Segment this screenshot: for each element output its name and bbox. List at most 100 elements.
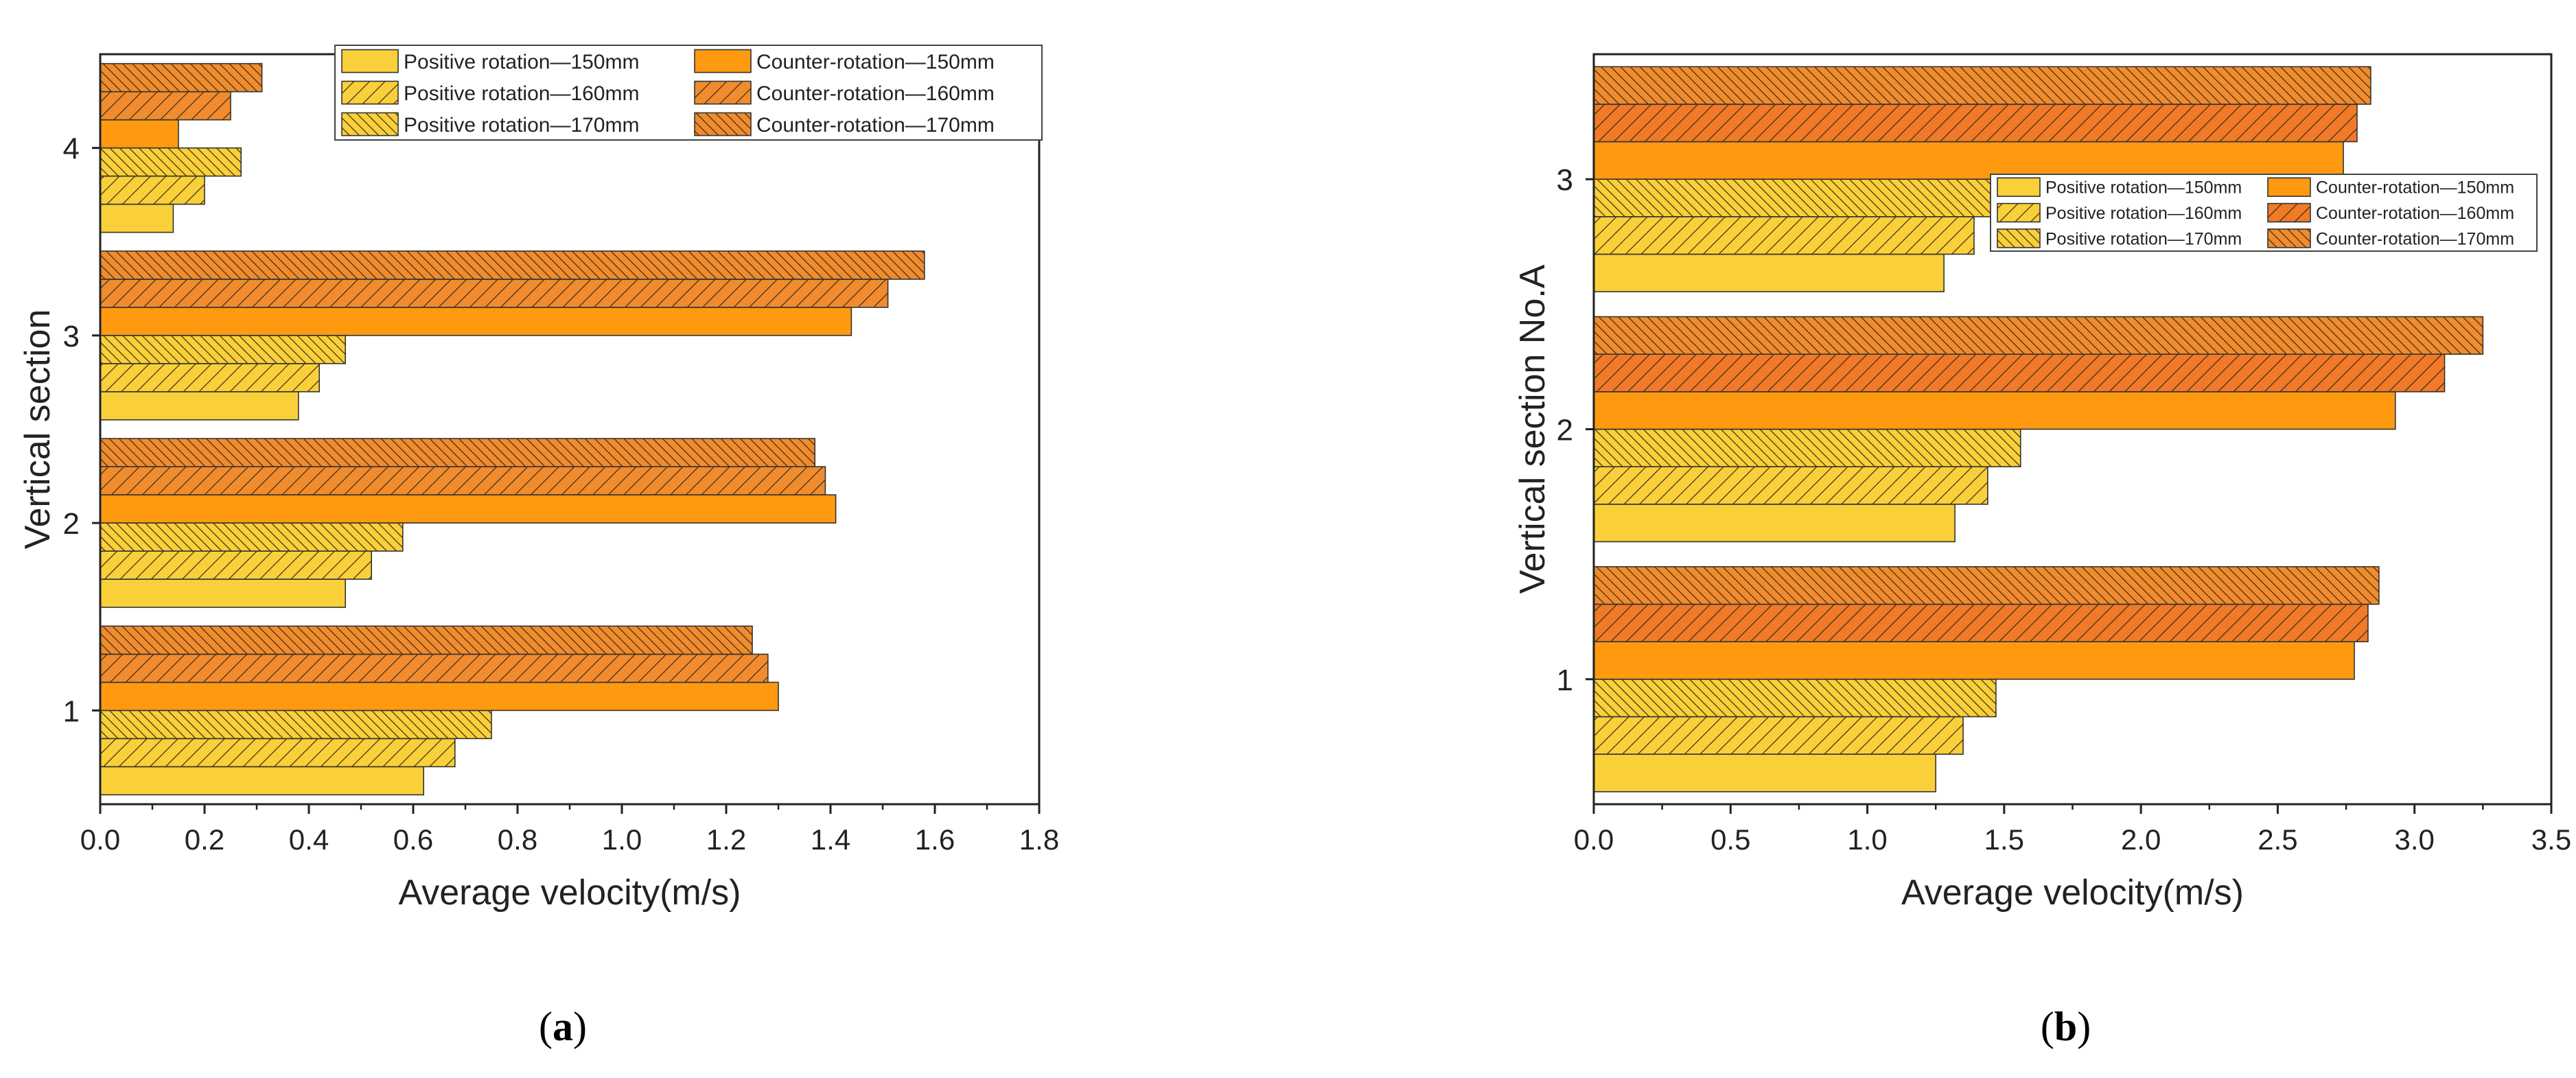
- bar-b-s2-cat1-hatch: [1594, 716, 1964, 755]
- legend-label-b-1: Positive rotation—150mm: [2045, 178, 2242, 198]
- bar-b-s6-cat2-hatch: [1594, 316, 2483, 355]
- legend-swatch-b-1-outline: [1997, 177, 2041, 197]
- bar-b-s5-cat3: [1593, 104, 2358, 143]
- chart-panel-b: 0.0 0.5 1.0 1.5 2.0 2.5 3.0 3.5 1 2 3 Average vel…: [1513, 53, 2571, 1049]
- legend-swatch-b-1: [1997, 177, 2041, 197]
- y-tick-label-a-4: 4: [63, 132, 80, 166]
- legend-item-a-1: Positive rotation—150mm: [341, 49, 639, 73]
- bar-a-s4-cat1: [100, 681, 779, 712]
- x-axis-label-a: Average velocity(m/s): [399, 873, 741, 913]
- bar-a-s2-cat1: [100, 738, 456, 768]
- legend-item-a-2: Positive rotation—160mm: [341, 80, 639, 105]
- legend-swatch-a-4-outline: [694, 49, 752, 73]
- bar-a-s3-cat3-hatch: [100, 335, 346, 364]
- legend-swatch-a-4: [694, 49, 752, 73]
- legend-item-b-6: Counter-rotation—170mm: [2267, 229, 2514, 248]
- legend-swatch-a-6: [694, 112, 752, 137]
- legend-swatch-a-2-hatch: [342, 81, 398, 104]
- legend-a: Positive rotation—150mm Positive rotation…: [334, 45, 1043, 141]
- legend-label-b-2: Positive rotation—160mm: [2045, 204, 2242, 223]
- legend-item-b-3: Positive rotation—170mm: [1997, 229, 2242, 248]
- bar-a-s3-cat4-hatch: [100, 148, 242, 176]
- chart-panel-a: 0.0 0.2 0.4 0.6 0.8 1.0 1.2 1.4 1.6 1.8 1 2 3 4 Aver…: [18, 45, 1059, 1049]
- x-tick-label-b-0: 0.0: [1574, 823, 1614, 856]
- legend-swatch-a-5: [694, 80, 752, 105]
- x-axis-a: 0.0 0.2 0.4 0.6 0.8 1.0 1.2 1.4 1.6 1.8: [80, 804, 1059, 856]
- bar-a-s4-cat4: [100, 119, 179, 149]
- x-tick-label-a-2: 0.4: [289, 823, 329, 856]
- x-tick-label-a-4: 0.8: [498, 823, 537, 856]
- panel-label-a: (a): [539, 1004, 587, 1049]
- bar-a-s5-cat4-hatch: [100, 91, 231, 120]
- legend-swatch-a-3-outline: [341, 112, 399, 137]
- bar-a-s5-cat1-hatch: [100, 654, 768, 683]
- bar-b-s3-cat3: [1593, 178, 1991, 218]
- bar-a-s1-cat3-fill: [100, 391, 299, 420]
- bar-b-s6-cat3: [1593, 66, 2371, 105]
- bar-b-s3-cat2-hatch: [1594, 429, 2021, 467]
- x-tick-label-a-5: 1.0: [602, 823, 642, 856]
- y-axis-label-a: Vertical section: [18, 309, 58, 550]
- legend-label-a-4: Counter-rotation—150mm: [756, 51, 995, 73]
- legend-swatch-b-5: [2267, 202, 2311, 223]
- legend-label-a-6: Counter-rotation—170mm: [756, 114, 995, 137]
- bar-a-s4-cat3: [100, 307, 852, 336]
- bars-a: [100, 62, 925, 796]
- bar-a-s1-cat1-fill: [100, 766, 424, 795]
- bar-a-s2-cat1-hatch: [100, 738, 455, 767]
- bar-b-s3-cat3-hatch: [1594, 179, 1991, 217]
- legend-swatch-b-2-outline: [1997, 202, 2041, 223]
- bar-b-s3-cat2: [1593, 428, 2021, 467]
- legend-item-b-2: Positive rotation—160mm: [1997, 202, 2242, 223]
- x-tick-label-a-0: 0.0: [80, 823, 120, 856]
- bar-a-s4-cat2-fill: [100, 495, 836, 524]
- legend-swatch-a-2: [341, 80, 399, 105]
- y-tick-label-b-1: 1: [1557, 664, 1573, 697]
- legend-item-a-4: Counter-rotation—150mm: [694, 49, 995, 73]
- legend-label-a-3: Positive rotation—170mm: [404, 114, 639, 137]
- bar-a-s2-cat2-hatch: [100, 551, 372, 580]
- x-tick-label-b-3: 1.5: [1984, 823, 2024, 856]
- legend-swatch-b-4-fill: [2268, 178, 2310, 197]
- y-tick-label-b-3: 3: [1557, 163, 1573, 197]
- bar-a-s5-cat3: [100, 279, 889, 308]
- legend-label-b-4: Counter-rotation—150mm: [2316, 178, 2514, 198]
- legend-swatch-b-3-hatch: [1997, 229, 2040, 248]
- legend-swatch-b-4: [2267, 177, 2311, 197]
- x-tick-label-a-1: 0.2: [185, 823, 224, 856]
- y-axis-label-b: Vertical section No.A: [1513, 264, 1553, 594]
- legend-label-b-5: Counter-rotation—160mm: [2316, 204, 2514, 223]
- legend-swatch-a-5-hatch: [695, 81, 751, 104]
- bar-a-s1-cat2: [100, 578, 347, 608]
- legend-swatch-b-1-fill: [1997, 178, 2040, 197]
- bar-a-s6-cat4: [100, 62, 263, 93]
- bar-a-s5-cat4: [100, 91, 231, 121]
- bars-b: [1593, 66, 2484, 793]
- legend-label-b-3: Positive rotation—170mm: [2045, 229, 2242, 248]
- y-axis-a: 1 2 3 4: [63, 132, 100, 728]
- x-tick-label-b-6: 3.0: [2395, 823, 2435, 856]
- bar-b-s1-cat3: [1593, 253, 1945, 292]
- bar-a-s2-cat4-hatch: [100, 176, 205, 204]
- bar-a-s6-cat2: [100, 438, 815, 467]
- bar-a-s4-cat2: [100, 494, 837, 524]
- bar-a-s1-cat1: [100, 766, 425, 796]
- bar-a-s6-cat1: [100, 625, 753, 655]
- bar-b-s1-cat1: [1593, 753, 1937, 793]
- bar-a-s1-cat4-fill: [100, 204, 174, 233]
- y-tick-label-a-2: 2: [63, 507, 80, 541]
- legend-swatch-b-6-outline: [2267, 229, 2311, 248]
- bar-b-s4-cat1-fill: [1594, 642, 2355, 679]
- bar-a-s3-cat1: [100, 710, 492, 740]
- bar-b-s2-cat2-hatch: [1594, 467, 1988, 504]
- legend-item-b-1: Positive rotation—150mm: [1997, 177, 2242, 198]
- legend-item-b-5: Counter-rotation—160mm: [2267, 202, 2514, 223]
- x-axis-label-b: Average velocity(m/s): [1901, 873, 2244, 913]
- legend-swatch-a-5-outline: [694, 80, 752, 105]
- bar-a-s6-cat3-hatch: [100, 250, 925, 279]
- legend-swatch-b-6: [2267, 229, 2311, 248]
- legend-b: Positive rotation—150mm Positive rotation…: [1990, 174, 2538, 252]
- x-tick-label-b-1: 0.5: [1710, 823, 1750, 856]
- bar-b-s2-cat3-hatch: [1594, 216, 1975, 255]
